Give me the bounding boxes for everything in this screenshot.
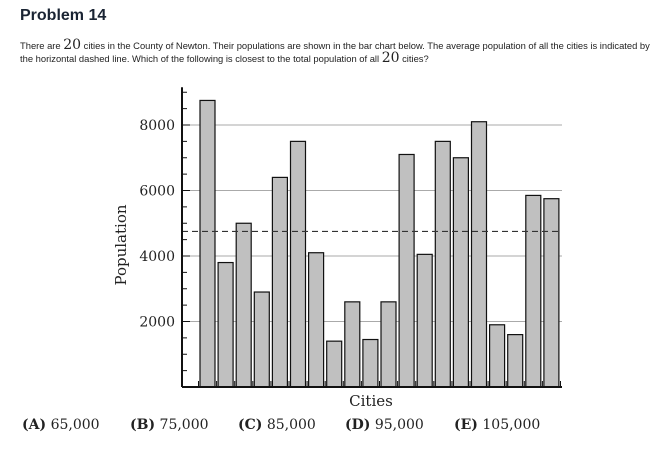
choice-e[interactable]: (E) 105,000 [454, 417, 540, 433]
choice-c[interactable]: (C) 85,000 [238, 417, 316, 433]
bar [489, 324, 506, 388]
bar [398, 153, 415, 388]
bar [344, 301, 361, 388]
choice-value: 105,000 [482, 417, 541, 433]
bar [217, 261, 234, 388]
choice-label: (D) [345, 417, 371, 433]
bar [253, 291, 270, 388]
choice-label: (A) [22, 417, 47, 433]
bar [525, 194, 542, 388]
choice-value: 85,000 [266, 417, 316, 433]
bar [434, 140, 451, 388]
bar [289, 140, 307, 388]
city-count-number: 20 [381, 50, 400, 66]
bar [271, 176, 288, 388]
choice-value: 75,000 [159, 417, 209, 433]
bar [470, 121, 488, 388]
bar [416, 253, 433, 388]
choice-value: 95,000 [374, 417, 424, 433]
y-tick-label: 6000 [139, 184, 175, 200]
bar [380, 301, 397, 388]
choice-label: (B) [130, 417, 156, 433]
problem-statement: There are 20 cities in the County of New… [20, 37, 660, 66]
bar [308, 252, 325, 388]
x-axis-label: Cities [349, 392, 393, 410]
city-count-number: 20 [63, 37, 82, 53]
choice-d[interactable]: (D) 95,000 [345, 417, 424, 433]
bar [235, 222, 252, 388]
choice-a[interactable]: (A) 65,000 [22, 417, 100, 433]
bar [543, 198, 560, 388]
problem-text-part: cities? [399, 53, 429, 64]
bar [326, 340, 343, 388]
choice-label: (C) [238, 417, 263, 433]
bar [452, 157, 469, 388]
problem-text-part: cities in the County of Newton. Their po… [20, 40, 650, 64]
problem-title: Problem 14 [20, 7, 107, 24]
y-axis-label: Population [112, 204, 130, 285]
choice-value: 65,000 [50, 417, 100, 433]
choice-label: (E) [454, 417, 478, 433]
y-tick-label: 4000 [139, 249, 175, 265]
choice-b[interactable]: (B) 75,000 [130, 417, 209, 433]
bar [362, 338, 379, 388]
y-tick-label: 8000 [139, 118, 175, 134]
bar [199, 99, 216, 388]
y-tick-label: 2000 [139, 315, 175, 331]
bar [507, 334, 524, 388]
problem-text-part: There are [20, 40, 64, 51]
